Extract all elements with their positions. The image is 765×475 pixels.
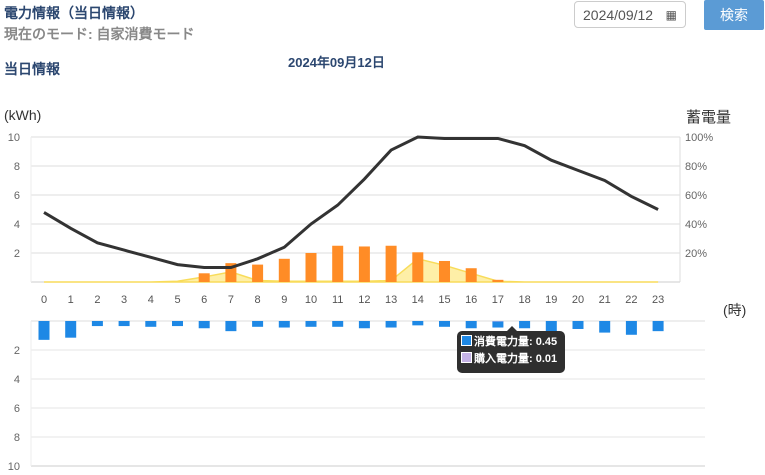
y-tick-label: 8 (14, 432, 20, 444)
x-tick-label: 9 (281, 294, 287, 306)
page-title: 電力情報（当日情報） (4, 5, 144, 21)
generation-bar (278, 258, 290, 282)
y-tick-label: 6 (14, 190, 20, 202)
y2-tick-label: 60% (685, 190, 707, 202)
y-tick-label: 4 (14, 219, 20, 231)
y2-tick-label: 20% (685, 248, 707, 260)
y-tick-label: 2 (14, 345, 20, 357)
consumption-bar (599, 321, 611, 333)
generation-bar (198, 273, 210, 282)
consumption-bar (625, 321, 637, 335)
x-tick-label: 14 (412, 294, 424, 306)
x-tick-label: 17 (492, 294, 504, 306)
consumption-bar (439, 321, 450, 327)
sold-area (44, 257, 659, 283)
consumption-bar (305, 321, 317, 327)
x-tick-label: 12 (358, 294, 370, 306)
x-tick-label: 7 (228, 294, 234, 306)
x-tick-label: 13 (385, 294, 397, 306)
consumption-bar (412, 321, 424, 326)
y-tick-label: 4 (14, 374, 20, 386)
x-tick-label: 6 (201, 294, 207, 306)
x-tick-label: 23 (652, 294, 664, 306)
battery-line (43, 135, 659, 269)
x-axis-label: (時) (723, 302, 747, 318)
x-tick-label: 0 (41, 294, 47, 306)
x-tick-label: 11 (332, 294, 343, 306)
generation-bar (252, 264, 264, 282)
date-value: 2024/09/12 (583, 7, 654, 23)
tooltip: 消費電力量: 0.45 購入電力量: 0.01 (457, 326, 565, 373)
y-tick-label: 10 (8, 461, 20, 473)
consumption-bar (38, 321, 50, 340)
chart-date: 2024年09月12日 (288, 55, 385, 70)
consumption-bar (225, 321, 237, 332)
x-tick-label: 8 (255, 294, 261, 306)
consumption-bar (358, 321, 370, 329)
generation-bar (492, 279, 504, 282)
consumption-bar (385, 321, 397, 328)
x-tick-label: 10 (305, 294, 317, 306)
generation-bar (332, 245, 344, 282)
x-tick-label: 21 (599, 294, 611, 306)
consumption-bar (278, 321, 290, 328)
generation-bar (465, 268, 477, 282)
consumption-bar (519, 321, 531, 329)
y2-tick-label: 40% (685, 219, 707, 231)
y2-tick-label: 80% (685, 161, 707, 173)
tooltip-line-consumption: 消費電力量: 0.45 (474, 336, 558, 348)
consumption-swatch (461, 335, 472, 346)
tooltip-line-purchase: 購入電力量: 0.01 (474, 353, 558, 365)
y-tick-label: 8 (14, 161, 20, 173)
consumption-bar (91, 321, 103, 327)
x-tick-label: 16 (465, 294, 477, 306)
x-tick-label: 1 (68, 294, 74, 306)
consumption-bar (332, 321, 344, 327)
consumption-bar (465, 321, 477, 329)
x-tick-label: 4 (148, 294, 154, 306)
x-tick-label: 15 (438, 294, 450, 306)
consumption-bar (172, 321, 183, 327)
consumption-bar (252, 321, 264, 327)
generation-bar (225, 263, 237, 282)
consumption-bar (545, 321, 557, 335)
x-tick-label: 2 (94, 294, 100, 306)
search-button[interactable]: 検索 (704, 0, 764, 30)
consumption-bar (198, 321, 210, 329)
y2-tick-label: 100% (685, 132, 713, 144)
purchase-swatch (461, 352, 472, 363)
x-tick-label: 18 (518, 294, 530, 306)
section-title: 当日情報 (4, 61, 60, 77)
x-tick-label: 22 (625, 294, 637, 306)
y-tick-label: 2 (14, 248, 20, 260)
x-tick-label: 3 (121, 294, 127, 306)
y-tick-label: 10 (8, 132, 20, 144)
generation-bar (305, 253, 317, 282)
generation-bar (385, 245, 397, 282)
consumption-bar (572, 321, 584, 329)
consumption-bar (492, 321, 504, 328)
calendar-icon[interactable]: ▦ (665, 8, 677, 22)
consumption-bar (652, 321, 664, 332)
y-axis-label: (kWh) (4, 107, 42, 123)
x-tick-label: 5 (174, 294, 180, 306)
y-tick-label: 6 (14, 403, 20, 415)
purchase-bar (492, 321, 504, 322)
current-mode: 現在のモード: 自家消費モード (4, 26, 195, 42)
consumption-bar (65, 321, 77, 338)
x-tick-label: 19 (545, 294, 557, 306)
x-tick-label: 20 (572, 294, 584, 306)
y2-axis-label: 蓄電量 (686, 109, 732, 126)
generation-bar (412, 252, 424, 282)
consumption-bar (145, 321, 157, 327)
consumption-bar (118, 321, 130, 327)
date-input[interactable]: 2024/09/12 ▦ (574, 1, 686, 28)
generation-bar (358, 246, 370, 282)
generation-bar (439, 260, 450, 282)
